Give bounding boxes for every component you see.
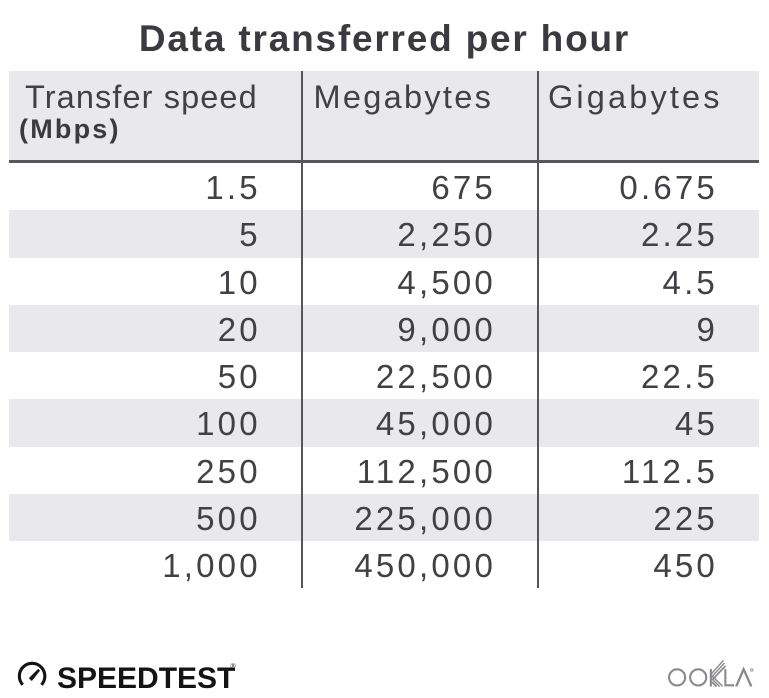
svg-text:SPEEDTEST: SPEEDTEST [57,662,235,695]
svg-text:®: ® [231,663,237,671]
